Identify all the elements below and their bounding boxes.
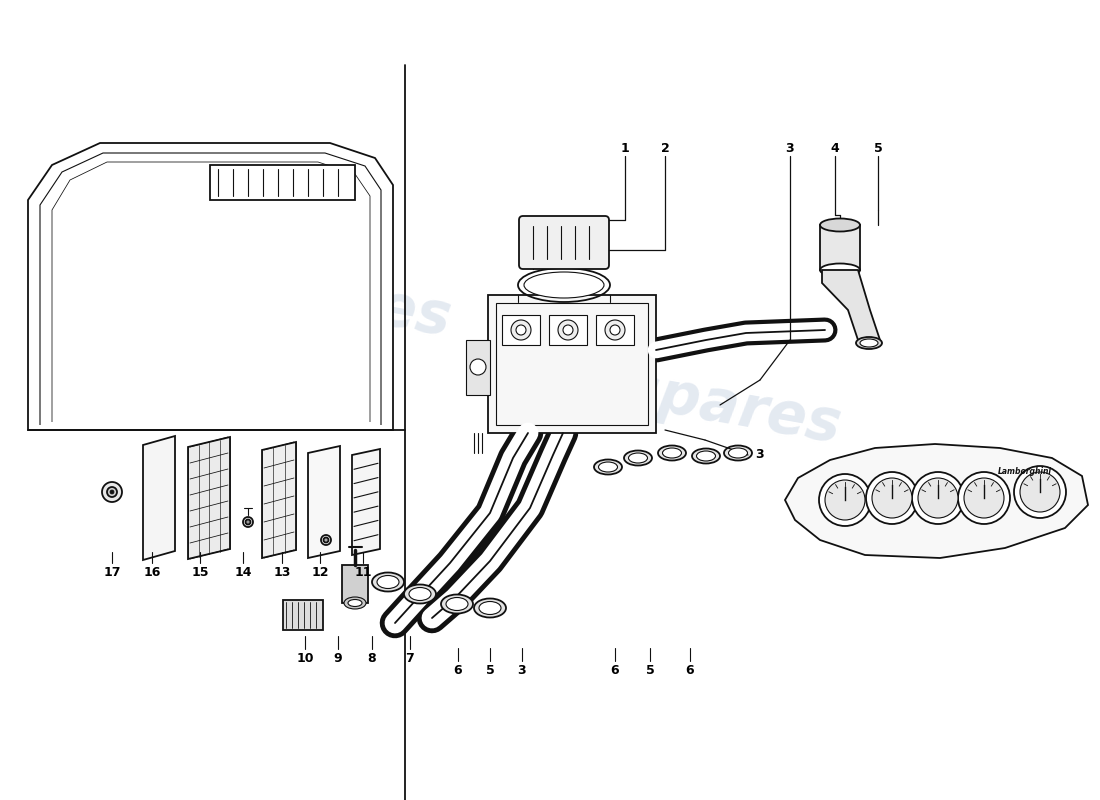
Polygon shape xyxy=(143,436,175,560)
Ellipse shape xyxy=(820,263,860,277)
Ellipse shape xyxy=(728,448,748,458)
Ellipse shape xyxy=(628,453,648,463)
Text: 6: 6 xyxy=(685,663,694,677)
Ellipse shape xyxy=(598,462,617,472)
Text: 5: 5 xyxy=(873,142,882,154)
Circle shape xyxy=(912,472,964,524)
Circle shape xyxy=(245,519,251,525)
Polygon shape xyxy=(188,437,230,559)
Bar xyxy=(466,340,490,395)
Polygon shape xyxy=(28,143,393,430)
Ellipse shape xyxy=(692,449,720,463)
Ellipse shape xyxy=(524,272,604,298)
Ellipse shape xyxy=(662,448,682,458)
Polygon shape xyxy=(352,449,379,555)
Polygon shape xyxy=(262,442,296,558)
Text: Lamborghini: Lamborghini xyxy=(998,467,1052,477)
Ellipse shape xyxy=(344,597,366,609)
Bar xyxy=(488,295,656,433)
Ellipse shape xyxy=(856,337,882,349)
Ellipse shape xyxy=(860,339,878,347)
Circle shape xyxy=(825,480,865,520)
Ellipse shape xyxy=(658,446,686,461)
Circle shape xyxy=(516,325,526,335)
Circle shape xyxy=(820,474,871,526)
Ellipse shape xyxy=(409,587,431,601)
Bar xyxy=(549,315,587,345)
Ellipse shape xyxy=(404,585,436,603)
Text: 14: 14 xyxy=(234,566,252,578)
Ellipse shape xyxy=(696,451,715,461)
Circle shape xyxy=(918,478,958,518)
Bar xyxy=(502,315,540,345)
Text: 12: 12 xyxy=(311,566,329,578)
Circle shape xyxy=(1020,472,1060,512)
Ellipse shape xyxy=(446,598,468,610)
Circle shape xyxy=(321,535,331,545)
Ellipse shape xyxy=(478,602,500,614)
Circle shape xyxy=(107,487,117,497)
Text: 15: 15 xyxy=(191,566,209,578)
Text: 9: 9 xyxy=(333,651,342,665)
Text: 1: 1 xyxy=(620,142,629,154)
Text: 5: 5 xyxy=(646,663,654,677)
Circle shape xyxy=(243,517,253,527)
Text: 8: 8 xyxy=(367,651,376,665)
Text: 16: 16 xyxy=(143,566,161,578)
Text: 11: 11 xyxy=(354,566,372,578)
Circle shape xyxy=(102,482,122,502)
Circle shape xyxy=(1014,466,1066,518)
Text: 7: 7 xyxy=(406,651,415,665)
Text: 17: 17 xyxy=(103,566,121,578)
Bar xyxy=(820,225,860,270)
Text: 10: 10 xyxy=(296,651,314,665)
Ellipse shape xyxy=(624,450,652,466)
Circle shape xyxy=(958,472,1010,524)
Bar xyxy=(342,565,369,603)
Text: 3: 3 xyxy=(756,449,764,462)
Circle shape xyxy=(610,325,620,335)
Bar xyxy=(496,303,648,425)
Ellipse shape xyxy=(372,573,404,591)
Circle shape xyxy=(605,320,625,340)
FancyBboxPatch shape xyxy=(519,216,609,269)
Circle shape xyxy=(563,325,573,335)
Circle shape xyxy=(470,359,486,375)
Text: 2: 2 xyxy=(661,142,670,154)
Circle shape xyxy=(872,478,912,518)
Circle shape xyxy=(866,472,918,524)
Ellipse shape xyxy=(820,218,860,231)
Bar xyxy=(283,600,323,630)
Circle shape xyxy=(512,320,531,340)
Polygon shape xyxy=(308,446,340,558)
Circle shape xyxy=(110,490,114,494)
Text: eurospares: eurospares xyxy=(84,228,456,348)
Text: 3: 3 xyxy=(785,142,794,154)
Circle shape xyxy=(558,320,578,340)
Ellipse shape xyxy=(441,594,473,614)
Text: 4: 4 xyxy=(830,142,839,154)
Text: 5: 5 xyxy=(485,663,494,677)
Text: 3: 3 xyxy=(518,663,526,677)
Bar xyxy=(596,315,634,345)
Text: 6: 6 xyxy=(453,663,462,677)
Circle shape xyxy=(323,538,329,542)
Text: eurospares: eurospares xyxy=(473,335,847,455)
Text: 6: 6 xyxy=(610,663,619,677)
Ellipse shape xyxy=(474,598,506,618)
Ellipse shape xyxy=(377,575,399,589)
Ellipse shape xyxy=(724,446,752,461)
Text: 13: 13 xyxy=(273,566,290,578)
Ellipse shape xyxy=(594,459,621,474)
Ellipse shape xyxy=(348,599,362,606)
Circle shape xyxy=(964,478,1004,518)
Polygon shape xyxy=(822,270,880,340)
Bar xyxy=(210,165,355,200)
Polygon shape xyxy=(785,444,1088,558)
